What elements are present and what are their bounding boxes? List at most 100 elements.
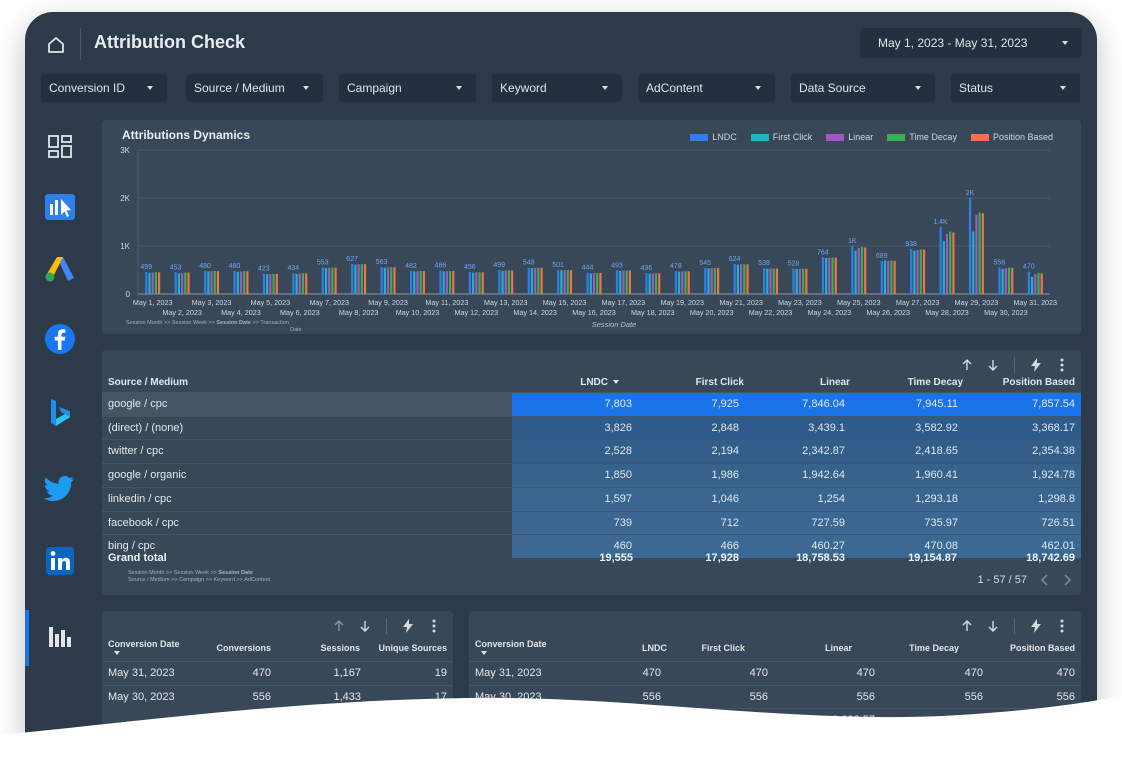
bar-first-click[interactable]	[383, 267, 386, 294]
bar-linear[interactable]	[592, 272, 596, 294]
click-analytics-icon[interactable]	[43, 190, 77, 224]
table-row[interactable]: May 31, 2023 470 1,167 19	[102, 661, 453, 685]
bar-position-based[interactable]	[775, 268, 779, 294]
bar-position-based[interactable]	[716, 268, 720, 294]
column-header[interactable]: Source / Medium	[108, 377, 189, 388]
dashboard-grid-icon[interactable]	[43, 130, 77, 164]
table-row[interactable]: May 30, 2023 556 1,433 17	[102, 684, 453, 709]
bar-first-click[interactable]	[619, 270, 622, 294]
bar-linear[interactable]	[534, 267, 537, 294]
filter-adcontent[interactable]: AdContent	[638, 74, 775, 102]
bar-linear[interactable]	[269, 274, 272, 294]
bar-position-based[interactable]	[216, 271, 220, 294]
bar-time-decay[interactable]	[713, 267, 716, 294]
legend-item-first-click[interactable]: First Click	[750, 132, 812, 142]
bar-lndc[interactable]	[939, 226, 942, 294]
bar-linear[interactable]	[239, 271, 243, 294]
bar-time-decay[interactable]	[831, 257, 834, 294]
table-row[interactable]: twitter / cpc 2,528 2,194 2,342.87 2,418.65 2…	[102, 439, 1081, 464]
bar-time-decay[interactable]	[507, 270, 511, 294]
legend-item-lndc[interactable]: LNDC	[690, 132, 737, 142]
bar-time-decay[interactable]	[331, 267, 334, 294]
bar-position-based[interactable]	[628, 270, 631, 294]
bar-position-based[interactable]	[1040, 273, 1043, 294]
bar-first-click[interactable]	[530, 268, 534, 294]
bar-lndc[interactable]	[851, 246, 854, 294]
bar-time-decay[interactable]	[390, 267, 393, 294]
bar-first-click[interactable]	[354, 264, 357, 294]
bar-lndc[interactable]	[409, 270, 413, 294]
column-header[interactable]: Conversion Date	[475, 639, 547, 649]
bar-first-click[interactable]	[1001, 269, 1004, 294]
sort-ascending-icon[interactable]	[328, 615, 350, 637]
bar-position-based[interactable]	[952, 232, 955, 294]
bar-chart-icon[interactable]	[43, 620, 77, 654]
bar-position-based[interactable]	[981, 213, 984, 294]
column-header[interactable]: Linear	[824, 643, 852, 653]
filter-campaign[interactable]: Campaign	[339, 74, 476, 102]
column-header[interactable]: Sessions	[320, 643, 360, 653]
bar-first-click[interactable]	[795, 269, 798, 294]
bar-linear[interactable]	[622, 270, 625, 294]
linkedin-icon[interactable]	[43, 544, 77, 578]
table-row[interactable]: linkedin / cpc 1,597 1,046 1,254 1,293.18 1,2…	[102, 486, 1081, 511]
column-header[interactable]: First Click	[701, 643, 745, 653]
bar-lndc[interactable]	[704, 267, 707, 294]
bar-linear[interactable]	[975, 214, 978, 294]
bar-first-click[interactable]	[972, 231, 975, 294]
bar-linear[interactable]	[769, 268, 772, 294]
sort-descending-icon[interactable]	[982, 354, 1004, 376]
bar-linear[interactable]	[945, 234, 949, 294]
column-header[interactable]: Linear	[819, 377, 850, 388]
bar-time-decay[interactable]	[949, 231, 952, 294]
bar-first-click[interactable]	[442, 271, 445, 294]
bar-first-click[interactable]	[177, 273, 181, 294]
bar-lndc[interactable]	[645, 273, 648, 294]
bar-time-decay[interactable]	[654, 273, 658, 294]
bar-first-click[interactable]	[883, 260, 887, 294]
bar-linear[interactable]	[710, 268, 713, 294]
date-range-picker[interactable]: May 1, 2023 - May 31, 2023	[860, 28, 1082, 58]
bar-position-based[interactable]	[864, 247, 867, 294]
bar-first-click[interactable]	[825, 258, 828, 294]
filter-keyword[interactable]: Keyword	[492, 74, 622, 102]
sort-ascending-icon[interactable]	[956, 615, 978, 637]
filter-data-source[interactable]: Data Source	[791, 74, 935, 102]
chevron-right-icon[interactable]	[1063, 574, 1071, 586]
bar-first-click[interactable]	[913, 250, 916, 294]
bar-position-based[interactable]	[422, 271, 425, 294]
sort-ascending-icon[interactable]	[956, 354, 978, 376]
lightning-icon[interactable]	[397, 615, 419, 637]
drill-breadcrumb[interactable]: Session Month >> Session Week >> Session…	[128, 570, 253, 576]
bar-time-decay[interactable]	[213, 271, 216, 294]
bar-linear[interactable]	[857, 247, 860, 294]
column-header[interactable]: Conversions	[216, 643, 271, 653]
bar-lndc[interactable]	[821, 257, 825, 294]
bar-first-click[interactable]	[854, 250, 857, 294]
bar-linear[interactable]	[181, 272, 184, 294]
bar-position-based[interactable]	[805, 268, 808, 294]
bar-lndc[interactable]	[468, 272, 472, 294]
chart-drill-breadcrumb[interactable]: Session Month >> Session Week >> Session…	[126, 320, 289, 326]
sort-descending-icon[interactable]	[354, 615, 376, 637]
bar-position-based[interactable]	[1011, 267, 1014, 294]
bar-time-decay[interactable]	[802, 268, 805, 294]
bar-linear[interactable]	[357, 264, 360, 294]
bar-position-based[interactable]	[305, 273, 308, 294]
bar-lndc[interactable]	[233, 270, 236, 294]
facebook-icon[interactable]	[43, 322, 77, 356]
bar-first-click[interactable]	[295, 273, 298, 294]
bar-position-based[interactable]	[922, 249, 926, 294]
bar-time-decay[interactable]	[625, 270, 628, 294]
bar-lndc[interactable]	[557, 269, 560, 294]
column-header[interactable]: Time Decay	[907, 377, 963, 388]
google-ads-icon[interactable]	[43, 252, 77, 286]
bar-time-decay[interactable]	[684, 271, 687, 294]
bar-lndc[interactable]	[1027, 271, 1030, 294]
more-vert-icon[interactable]	[1051, 615, 1073, 637]
bar-time-decay[interactable]	[919, 249, 922, 294]
bar-linear[interactable]	[445, 271, 449, 294]
bar-first-click[interactable]	[266, 274, 269, 294]
bar-first-click[interactable]	[707, 268, 710, 294]
bar-first-click[interactable]	[560, 270, 563, 294]
